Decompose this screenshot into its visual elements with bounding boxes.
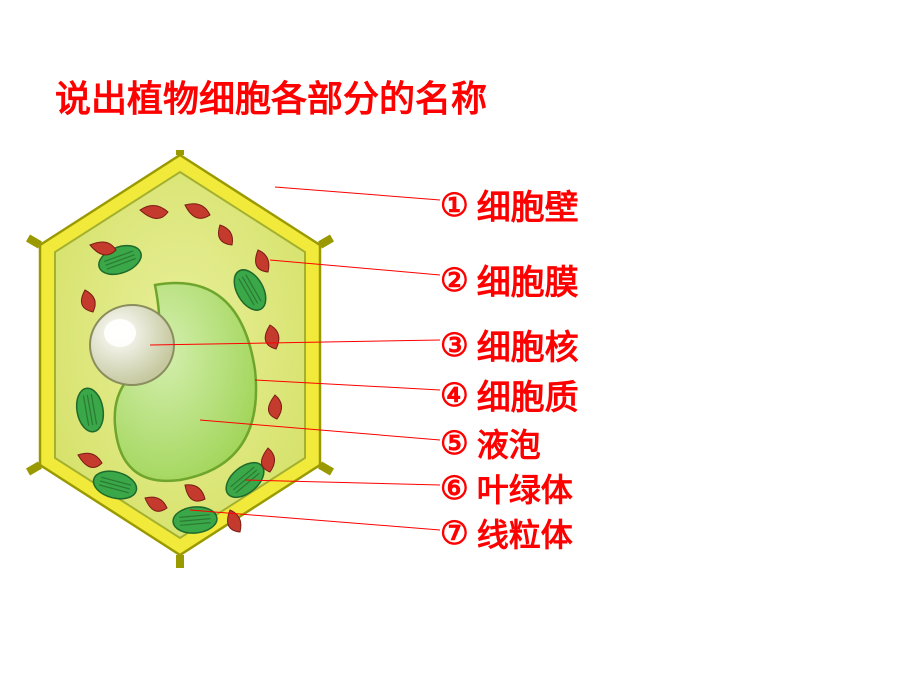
label-number: ⑦	[440, 514, 469, 552]
page-title: 说出植物细胞各部分的名称	[55, 70, 487, 122]
label-text: 线粒体	[477, 510, 573, 556]
label-row-7: ⑦线粒体	[440, 510, 573, 556]
label-text: 叶绿体	[477, 465, 573, 511]
plant-cell-diagram	[20, 150, 340, 570]
label-text: 细胞壁	[477, 180, 579, 229]
label-number: ④	[440, 376, 469, 414]
label-row-4: ④细胞质	[440, 370, 579, 419]
label-text: 细胞膜	[477, 255, 579, 304]
nucleus	[90, 305, 174, 385]
label-number: ⑤	[440, 424, 469, 462]
label-text: 细胞核	[477, 320, 579, 369]
label-number: ③	[440, 326, 469, 364]
label-row-1: ①细胞壁	[440, 180, 579, 229]
label-row-3: ③细胞核	[440, 320, 579, 369]
label-text: 细胞质	[477, 370, 579, 419]
label-row-6: ⑥叶绿体	[440, 465, 573, 511]
label-number: ②	[440, 261, 469, 299]
label-row-2: ②细胞膜	[440, 255, 579, 304]
label-text: 液泡	[477, 420, 541, 466]
label-row-5: ⑤液泡	[440, 420, 541, 466]
label-number: ⑥	[440, 469, 469, 507]
label-number: ①	[440, 186, 469, 224]
